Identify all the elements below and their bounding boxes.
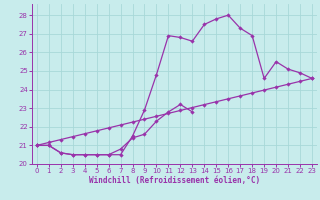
X-axis label: Windchill (Refroidissement éolien,°C): Windchill (Refroidissement éolien,°C)	[89, 176, 260, 185]
